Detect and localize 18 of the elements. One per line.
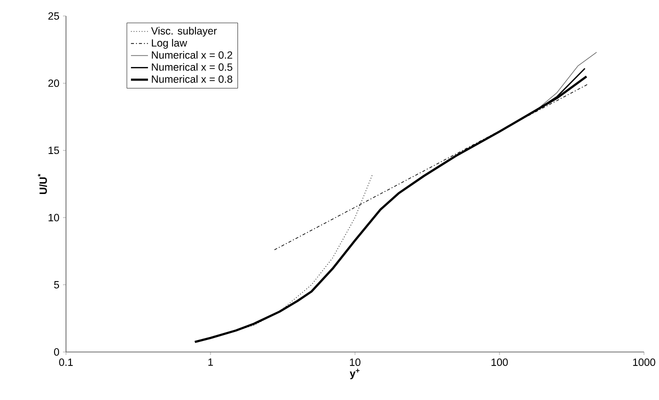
legend-label: Numerical x = 0.2 <box>152 51 232 59</box>
legend-label: Numerical x = 0.5 <box>152 63 232 71</box>
legend-label: Visc. sublayer <box>151 26 217 37</box>
x-tick-label: 0.1 <box>59 358 73 366</box>
y-tick-label: 15 <box>48 146 60 154</box>
x-tick-label: 10 <box>350 358 360 366</box>
y-tick-label: 20 <box>48 80 60 87</box>
x-axis-title: y$^{+}$ <box>350 368 360 380</box>
y-tick-label: 5 <box>54 281 60 288</box>
y-tick-label: 0 <box>54 348 60 356</box>
x-tick-label: 1000 <box>633 358 656 366</box>
y-axis-title: U/U$^{*}$ <box>38 174 47 194</box>
y-tick-label: 25 <box>48 12 60 20</box>
x-tick-label: 1 <box>208 358 213 366</box>
y-tick-label: 10 <box>48 214 60 222</box>
legend-label: Numerical x = 0.8 <box>152 75 232 83</box>
x-tick-label: 100 <box>492 358 508 366</box>
legend-label: Log law <box>152 38 188 49</box>
